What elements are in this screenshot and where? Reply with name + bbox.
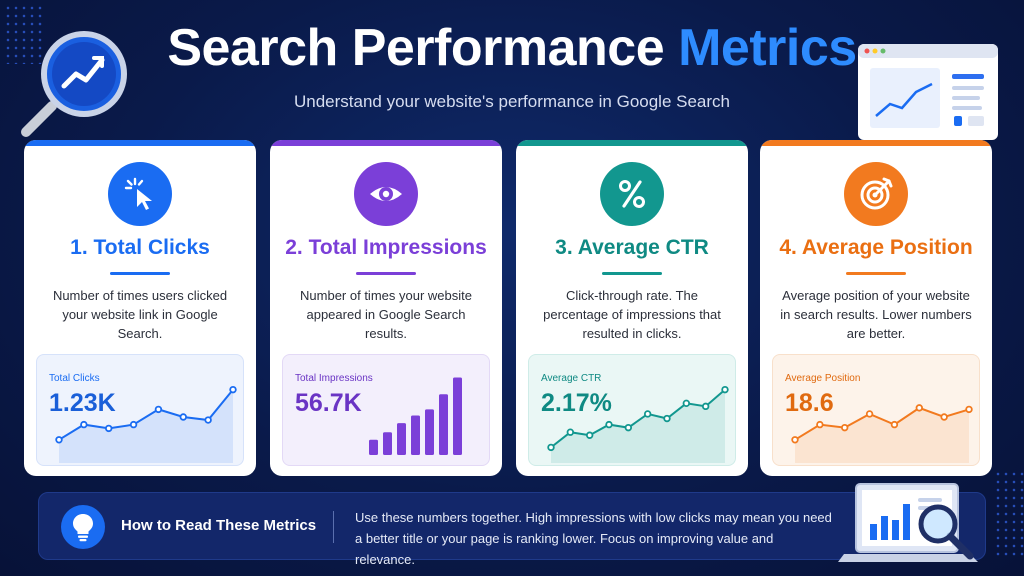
title-underline xyxy=(846,272,906,275)
how-to-read-panel: How to Read These Metrics Use these numb… xyxy=(38,492,986,567)
mini-chart-value: 1.23K xyxy=(49,389,116,417)
card-description: Click-through rate. The percentage of im… xyxy=(543,288,721,341)
card-description: Number of times your website appeared in… xyxy=(300,288,472,341)
mini-chart-label: Total Clicks xyxy=(49,373,100,384)
decorative-dots xyxy=(4,4,44,64)
chart-line xyxy=(58,389,234,441)
chart-bar xyxy=(369,439,378,455)
mini-chart-label: Average Position xyxy=(785,373,861,384)
target-icon xyxy=(844,162,908,226)
chart-bar xyxy=(397,423,406,455)
mini-chart-value: 56.7K xyxy=(295,389,362,417)
chart-point xyxy=(154,405,163,414)
chart-point xyxy=(701,402,710,411)
card-accent-bar xyxy=(516,140,748,146)
chart-point xyxy=(585,431,594,439)
total-clicks-chart xyxy=(55,385,237,463)
chart-point xyxy=(229,385,237,394)
chart-point xyxy=(663,414,671,423)
chart-bar xyxy=(453,377,462,455)
percent-icon xyxy=(600,162,664,226)
eye-icon xyxy=(354,162,418,226)
chart-point xyxy=(605,420,613,429)
browser-window-icon xyxy=(858,44,998,140)
chart-point xyxy=(816,420,824,429)
title-underline xyxy=(356,272,416,275)
chart-point xyxy=(721,385,729,394)
chart-point xyxy=(105,424,113,433)
chart-area xyxy=(795,407,969,463)
chart-point xyxy=(915,404,923,412)
chart-point xyxy=(965,405,973,414)
total-impressions-chart xyxy=(369,377,462,455)
title-underline xyxy=(602,272,662,275)
mini-chart-panel: Total Impressions 56.7K xyxy=(282,354,490,466)
chart-point xyxy=(204,416,212,424)
chart-line xyxy=(794,406,970,441)
magnifier-chart-icon xyxy=(21,31,127,137)
chart-bar xyxy=(425,409,434,455)
card-accent-bar xyxy=(760,140,992,146)
chart-bar xyxy=(439,394,448,455)
mini-chart-panel: Average CTR 2.17% xyxy=(528,354,736,466)
chart-point xyxy=(682,399,691,408)
mini-chart-panel: Average Position 18.6 xyxy=(772,354,980,466)
chart-point xyxy=(179,413,187,421)
card-title: 3. Average CTR xyxy=(555,236,709,259)
chart-area xyxy=(551,389,725,463)
card-title: 1. Total Clicks xyxy=(70,236,210,259)
chart-point xyxy=(841,423,849,432)
mini-chart-panel: Total Clicks 1.23K xyxy=(36,354,244,466)
title-accent: Metrics xyxy=(678,19,857,77)
chart-point xyxy=(55,436,63,444)
chart-point xyxy=(80,420,88,429)
average-ctr-chart xyxy=(547,385,729,463)
chart-point xyxy=(547,443,555,452)
chart-point xyxy=(566,428,575,436)
lightbulb-icon xyxy=(61,505,105,549)
card-title: 4. Average Position xyxy=(779,236,973,259)
chart-point xyxy=(791,436,799,444)
chart-bar xyxy=(411,415,420,455)
mini-chart-label: Average CTR xyxy=(541,373,602,384)
mini-chart-label: Total Impressions xyxy=(295,373,373,384)
chart-bar xyxy=(383,432,392,455)
chart-point xyxy=(940,413,948,421)
footer-text: Use these numbers together. High impress… xyxy=(355,510,832,567)
card-description: Average position of your website in sear… xyxy=(780,288,972,341)
laptop-analytics-icon xyxy=(838,483,978,562)
chart-point xyxy=(624,423,633,432)
page-subtitle: Understand your website's performance in… xyxy=(293,92,731,111)
chart-point xyxy=(643,410,652,418)
card-description: Number of times users clicked your websi… xyxy=(52,288,228,341)
footer-title: How to Read These Metrics xyxy=(121,517,317,534)
chart-line xyxy=(550,388,726,449)
mini-chart-value: 18.6 xyxy=(785,389,834,417)
metric-card-total-impressions: 2. Total Impressions Number of times you… xyxy=(270,140,502,476)
metric-card-average-position: 4. Average Position Average position of … xyxy=(760,140,992,476)
chart-point xyxy=(129,420,138,429)
chart-point xyxy=(865,410,874,418)
decorative-dots xyxy=(994,470,1024,560)
average-position-chart xyxy=(791,404,973,463)
chart-point xyxy=(890,420,899,429)
card-accent-bar xyxy=(270,140,502,146)
card-accent-bar xyxy=(24,140,256,146)
cursor-click-icon xyxy=(108,162,172,226)
metric-card-average-ctr: 3. Average CTR Click-through rate. The p… xyxy=(516,140,748,476)
page-title: Search Performance Metrics xyxy=(167,19,857,77)
card-title: 2. Total Impressions xyxy=(285,236,487,259)
metric-card-total-clicks: 1. Total Clicks Number of times users cl… xyxy=(24,140,256,476)
mini-chart-value: 2.17% xyxy=(541,389,612,417)
divider xyxy=(333,511,334,543)
title-underline xyxy=(110,272,170,275)
chart-area xyxy=(59,389,233,463)
